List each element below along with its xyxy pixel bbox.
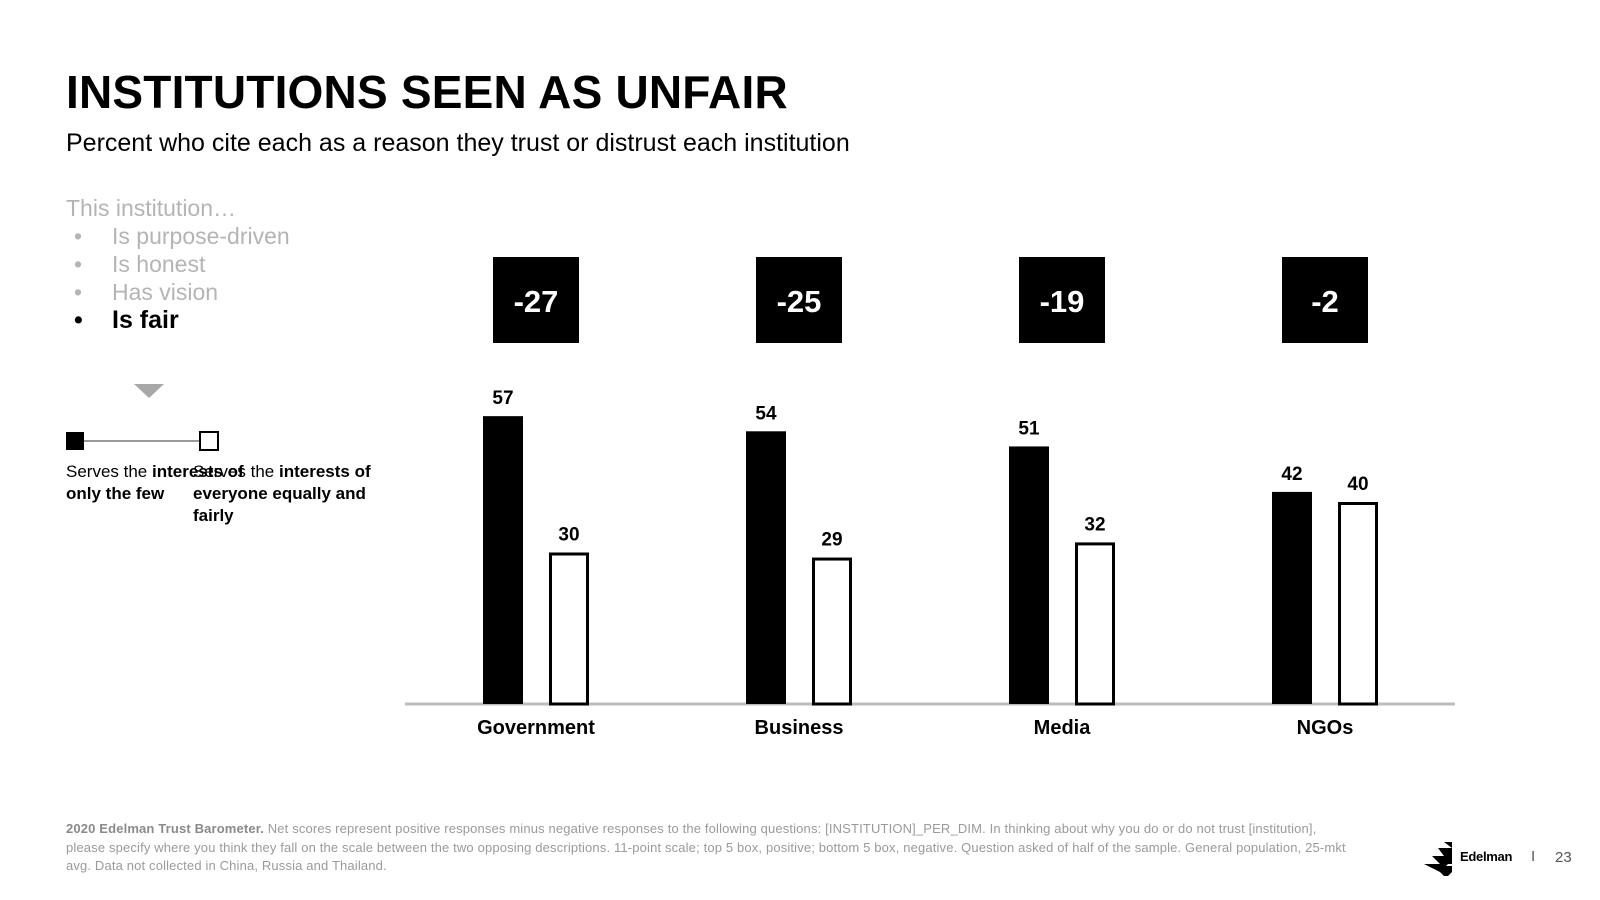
- category-label: Government: [477, 717, 595, 739]
- bar-few-business: [746, 431, 786, 704]
- bar-everyone-business: [812, 557, 852, 706]
- footnote-text: Net scores represent positive responses …: [66, 821, 1346, 873]
- category-label: Media: [1034, 717, 1092, 739]
- legend-label-everyone: Serves the interests of everyone equally…: [193, 461, 373, 527]
- dimension-item: Has vision: [66, 278, 290, 306]
- bar-everyone-media: [1075, 542, 1115, 706]
- page-number: 23: [1555, 849, 1572, 866]
- dimension-list: Is purpose-driven Is honest Has vision I…: [66, 222, 290, 334]
- net-score-box: [493, 257, 579, 343]
- legend-label-few-plain: Serves the: [66, 462, 152, 481]
- net-score-box: [1019, 257, 1105, 343]
- brand-name: Edelman: [1460, 849, 1513, 864]
- bar-everyone-ngos: [1338, 502, 1378, 706]
- bar-everyone-government: [549, 552, 589, 706]
- net-score-value: -25: [777, 284, 822, 319]
- net-score-value: -27: [514, 284, 559, 319]
- data-label-everyone: 32: [1084, 514, 1105, 535]
- data-label-few: 42: [1281, 464, 1302, 485]
- legend-label-few: Serves the interests of only the few: [66, 461, 251, 505]
- legend-swatch-outline: [199, 431, 219, 451]
- bar-few-government: [483, 416, 523, 704]
- footnote-source: 2020 Edelman Trust Barometer.: [66, 821, 264, 836]
- page-title: INSTITUTIONS SEEN AS UNFAIR: [66, 66, 788, 118]
- bar-few-media: [1009, 446, 1049, 704]
- data-label-everyone: 30: [558, 525, 579, 546]
- dimension-intro: This institution…: [66, 195, 237, 221]
- page-separator: I: [1531, 848, 1536, 865]
- data-label-few: 54: [755, 403, 777, 424]
- dimension-item-active: Is fair: [66, 306, 290, 334]
- legend-scale-line: [84, 440, 200, 442]
- page-subtitle: Percent who cite each as a reason they t…: [66, 129, 850, 157]
- data-label-few: 57: [492, 388, 513, 409]
- legend-swatch-filled: [66, 432, 84, 450]
- down-triangle-icon: [134, 384, 164, 398]
- dimension-item: Is honest: [66, 250, 290, 278]
- net-score-box: [1282, 257, 1368, 343]
- edelman-logo-icon: [1424, 842, 1452, 876]
- legend-label-everyone-plain: Serves the: [193, 462, 279, 481]
- footnote: 2020 Edelman Trust Barometer. Net scores…: [66, 820, 1346, 876]
- data-label-everyone: 40: [1347, 474, 1368, 495]
- net-score-value: -19: [1040, 284, 1085, 319]
- dimension-item: Is purpose-driven: [66, 222, 290, 250]
- category-label: Business: [755, 717, 844, 739]
- legend-label-everyone-strong: interests of everyone equally and fairly: [193, 462, 371, 525]
- net-score-value: -2: [1311, 284, 1339, 319]
- bar-few-ngos: [1272, 491, 1312, 704]
- net-score-box: [756, 257, 842, 343]
- category-label: NGOs: [1297, 717, 1354, 739]
- legend-label-few-strong: interests of only the few: [66, 462, 244, 503]
- data-label-few: 51: [1018, 418, 1040, 439]
- data-label-everyone: 29: [821, 530, 842, 551]
